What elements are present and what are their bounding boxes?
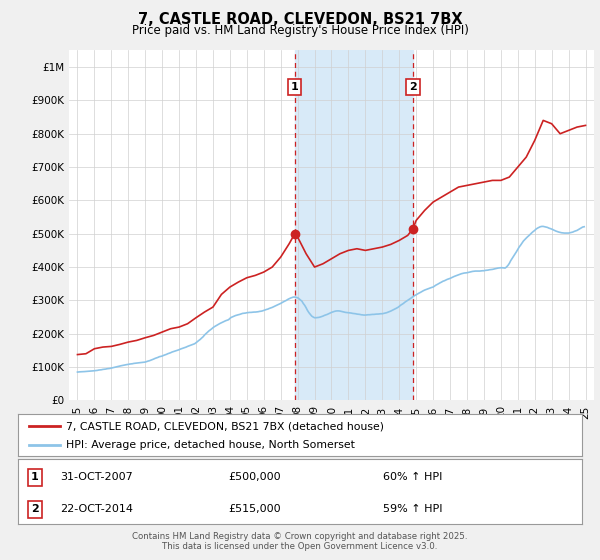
Text: 1: 1 bbox=[31, 472, 39, 482]
Text: Contains HM Land Registry data © Crown copyright and database right 2025.
This d: Contains HM Land Registry data © Crown c… bbox=[132, 532, 468, 552]
Text: £515,000: £515,000 bbox=[229, 505, 281, 515]
Bar bbox=[295, 50, 413, 400]
Text: Price paid vs. HM Land Registry's House Price Index (HPI): Price paid vs. HM Land Registry's House … bbox=[131, 24, 469, 37]
Text: HPI: Average price, detached house, North Somerset: HPI: Average price, detached house, Nort… bbox=[66, 440, 355, 450]
Text: 31-OCT-2007: 31-OCT-2007 bbox=[61, 472, 133, 482]
Text: £500,000: £500,000 bbox=[229, 472, 281, 482]
Text: 2: 2 bbox=[31, 505, 39, 515]
Text: 1: 1 bbox=[291, 82, 299, 92]
Text: 60% ↑ HPI: 60% ↑ HPI bbox=[383, 472, 442, 482]
Text: 7, CASTLE ROAD, CLEVEDON, BS21 7BX (detached house): 7, CASTLE ROAD, CLEVEDON, BS21 7BX (deta… bbox=[66, 421, 384, 431]
Text: 7, CASTLE ROAD, CLEVEDON, BS21 7BX: 7, CASTLE ROAD, CLEVEDON, BS21 7BX bbox=[137, 12, 463, 27]
Text: 22-OCT-2014: 22-OCT-2014 bbox=[61, 505, 133, 515]
Text: 59% ↑ HPI: 59% ↑ HPI bbox=[383, 505, 443, 515]
Text: 2: 2 bbox=[409, 82, 417, 92]
